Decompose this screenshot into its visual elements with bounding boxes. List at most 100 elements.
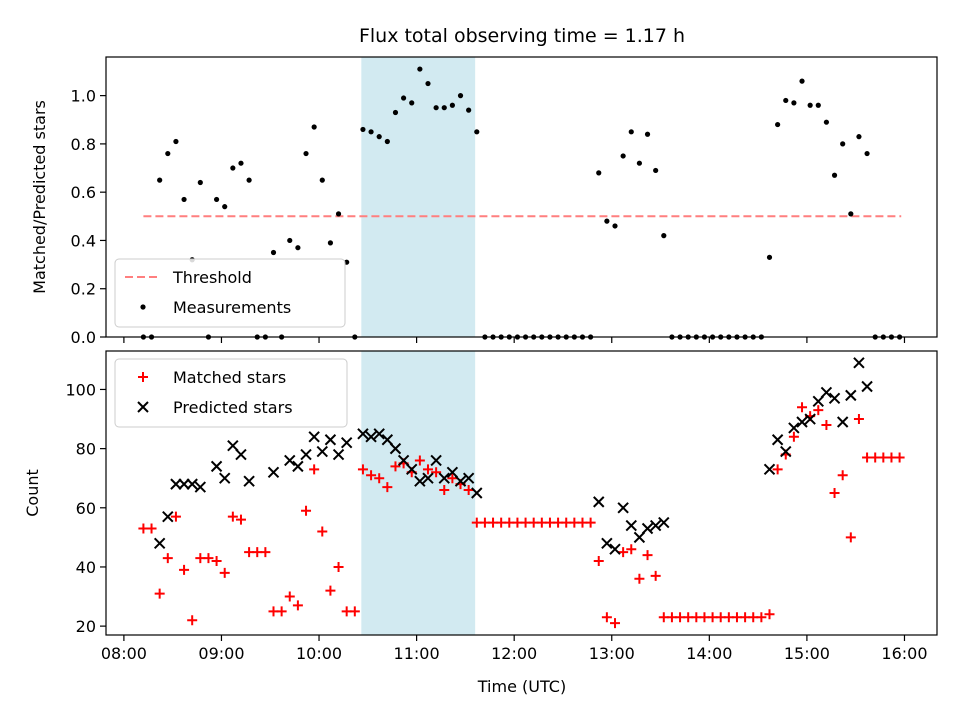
- bottom-predicted-marker: [389, 442, 402, 455]
- bottom-predicted-marker: [641, 522, 654, 535]
- bottom-predicted-marker: [210, 460, 223, 473]
- bottom-matched-marker: [642, 550, 653, 561]
- bottom-matched-marker: [634, 573, 645, 584]
- bottom-matched-marker: [601, 612, 612, 623]
- top-point: [831, 172, 838, 178]
- bottom-x-tick-label: 13:00: [589, 644, 635, 663]
- bottom-predicted-marker: [658, 516, 670, 529]
- bottom-matched-marker: [431, 467, 442, 478]
- top-chart-title: Flux total observing time = 1.17 h: [359, 25, 685, 47]
- bottom-matched-marker: [414, 455, 425, 466]
- top-point: [596, 170, 602, 176]
- top-point: [474, 129, 480, 135]
- bottom-matched-marker: [211, 556, 222, 567]
- bottom-predicted-marker: [609, 543, 621, 555]
- top-legend: [114, 258, 346, 328]
- top-point: [319, 177, 325, 183]
- bottom-frame: [105, 350, 938, 636]
- bottom-matched-marker: [829, 488, 840, 498]
- top-point: [384, 138, 390, 145]
- top-point: [287, 237, 293, 244]
- bottom-predicted-marker: [235, 448, 247, 461]
- top-y-tick-label: 0.0: [71, 328, 96, 347]
- top-point: [425, 80, 431, 87]
- bottom-predicted-marker: [422, 472, 434, 484]
- top-point: [409, 100, 415, 106]
- bottom-predicted-marker: [170, 478, 182, 490]
- top-point: [400, 95, 407, 101]
- bottom-matched-marker: [845, 532, 856, 543]
- bottom-predicted-marker: [853, 357, 865, 369]
- bottom-x-tick-label: 08:00: [101, 644, 147, 663]
- bottom-predicted-marker: [284, 454, 296, 467]
- top-legend-label: Measurements: [173, 298, 291, 317]
- bottom-chart: 20 40 60 80 100 08:00 09:00 10:00 11:00 12:00 13:0…: [65, 350, 938, 663]
- bottom-predicted-marker: [446, 466, 459, 478]
- top-point: [644, 131, 651, 137]
- bottom-x-tick-label: 12:00: [491, 644, 537, 663]
- bottom-matched-marker: [894, 452, 905, 463]
- bottom-matched-marker: [837, 470, 848, 481]
- top-point: [360, 126, 366, 133]
- bottom-legend: [114, 358, 348, 428]
- bottom-predicted-marker: [357, 428, 369, 440]
- bottom-matched-marker: [593, 556, 604, 567]
- bottom-matched-marker: [390, 461, 401, 472]
- top-point: [238, 160, 244, 166]
- top-point: [628, 129, 634, 135]
- top-point: [368, 129, 374, 135]
- bottom-predicted-marker: [243, 475, 255, 487]
- top-point: [327, 240, 334, 246]
- bottom-predicted-marker: [763, 463, 776, 476]
- bottom-predicted-marker: [820, 386, 833, 399]
- top-point: [441, 105, 447, 111]
- bottom-predicted-marker: [365, 431, 377, 443]
- bottom-predicted-marker: [414, 475, 426, 487]
- top-y-tick-label: 0.8: [71, 135, 96, 154]
- bottom-y-tick-label: 40: [76, 558, 96, 577]
- bottom-matched-marker: [154, 588, 165, 599]
- bottom-matched-marker: [463, 485, 474, 496]
- bottom-matched-marker: [301, 505, 312, 516]
- bottom-matched-marker: [284, 591, 295, 602]
- bottom-matched-marker: [317, 526, 328, 537]
- top-point: [848, 211, 854, 217]
- top-point: [661, 233, 667, 239]
- bottom-predicted-marker: [780, 445, 792, 458]
- bottom-predicted-marker: [340, 437, 353, 449]
- bottom-predicted-marker: [861, 380, 873, 393]
- bottom-predicted-marker: [300, 448, 312, 461]
- bottom-x-tick-label: 15:00: [784, 644, 830, 663]
- bottom-predicted-marker: [804, 413, 816, 425]
- bottom-predicted-marker: [430, 454, 442, 467]
- bottom-matched-marker: [276, 606, 287, 617]
- bottom-matched-marker: [772, 464, 783, 475]
- top-point: [392, 109, 399, 116]
- bottom-matched-marker: [382, 482, 393, 493]
- bottom-y-tick-label: 20: [76, 617, 96, 636]
- bottom-matched-marker: [764, 609, 775, 620]
- bottom-matched-marker: [618, 547, 629, 558]
- bottom-y-tick-label: 100: [65, 380, 96, 399]
- bottom-matched-marker: [585, 517, 596, 528]
- bottom-matched-marker: [447, 473, 458, 484]
- top-legend-label: Threshold: [172, 268, 252, 287]
- top-point: [775, 121, 781, 128]
- bottom-predicted-marker: [292, 460, 304, 473]
- bottom-matched-marker: [650, 570, 661, 581]
- bottom-predicted-marker: [454, 475, 467, 487]
- bottom-matched-marker: [374, 473, 385, 484]
- top-point: [620, 153, 626, 159]
- bottom-matched-marker: [626, 544, 637, 555]
- top-y-tick-label: 0.4: [71, 231, 96, 250]
- bottom-matched-marker: [797, 402, 808, 413]
- top-point: [799, 78, 805, 84]
- bottom-x-tick-label: 10:00: [296, 644, 342, 663]
- bottom-predicted-marker: [194, 481, 207, 493]
- bottom-x-tick-label: 09:00: [198, 644, 244, 663]
- bottom-matched-marker: [349, 606, 360, 617]
- bottom-predicted-marker: [625, 519, 637, 532]
- bottom-predicted-marker: [227, 439, 239, 452]
- top-point: [466, 107, 472, 113]
